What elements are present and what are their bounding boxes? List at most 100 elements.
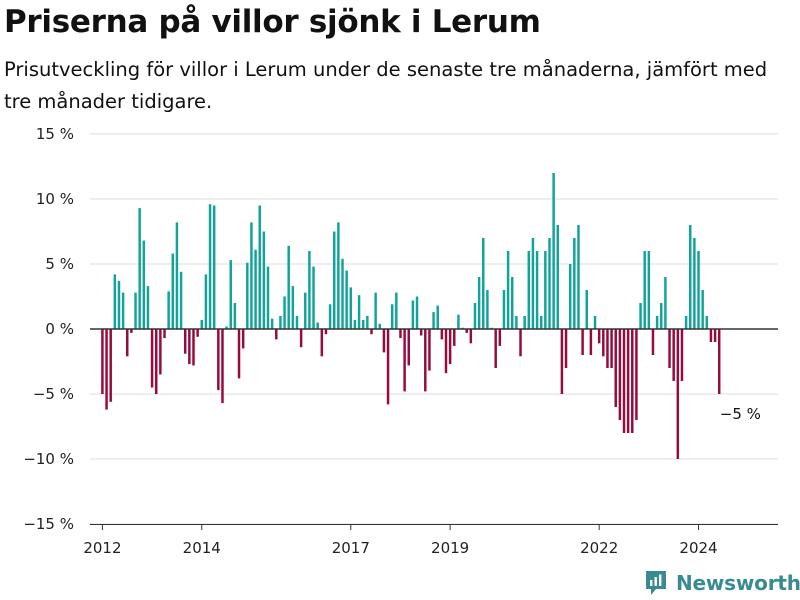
data-bar xyxy=(308,251,311,329)
data-bar xyxy=(237,329,241,379)
axes: −15 % −10 % −5 % 0 % 5 % 10 % 15 % 2012 2014 2017… xyxy=(23,125,778,557)
data-bar xyxy=(689,225,692,329)
data-bar xyxy=(585,290,588,329)
data-bar xyxy=(403,329,406,392)
data-bar xyxy=(560,329,564,394)
data-bar xyxy=(113,274,117,329)
data-bar xyxy=(142,240,146,329)
data-bar xyxy=(361,319,365,329)
data-bar xyxy=(655,316,659,329)
data-bar xyxy=(713,329,717,342)
data-bar xyxy=(366,316,369,329)
data-bar xyxy=(697,251,700,329)
data-bar xyxy=(279,316,282,329)
y-tick-label: 0 % xyxy=(45,320,74,338)
data-bar xyxy=(469,329,473,344)
data-bar xyxy=(395,292,398,329)
data-bar xyxy=(618,329,622,420)
data-bar xyxy=(651,329,655,355)
data-bar xyxy=(324,329,328,335)
x-tick-label: 2019 xyxy=(431,539,469,557)
data-bar xyxy=(105,329,108,410)
data-bar xyxy=(270,318,274,329)
data-bar xyxy=(684,316,688,329)
data-bar xyxy=(643,251,646,329)
data-bar xyxy=(436,305,439,329)
data-bar xyxy=(432,312,435,329)
data-bar xyxy=(494,329,497,368)
data-bar xyxy=(332,231,336,329)
data-bar xyxy=(498,329,502,346)
y-tick-label: 10 % xyxy=(36,190,74,208)
data-bar xyxy=(610,329,613,368)
data-bar xyxy=(353,319,357,329)
data-bar xyxy=(527,251,531,329)
chart-subtitle: Prisutveckling för villor i Lerum under … xyxy=(4,58,768,113)
data-bar xyxy=(320,329,324,357)
data-bar xyxy=(246,262,249,329)
data-bar xyxy=(639,303,642,329)
data-bar xyxy=(523,316,526,329)
data-bar xyxy=(519,329,522,357)
data-bar xyxy=(531,238,535,329)
data-bar xyxy=(457,314,460,329)
data-bar xyxy=(568,264,572,329)
data-bar xyxy=(134,292,137,329)
data-bar xyxy=(283,296,286,329)
data-bar xyxy=(179,271,183,329)
data-bar xyxy=(428,329,431,371)
data-bar xyxy=(424,329,427,392)
data-bar xyxy=(241,329,245,349)
data-bar xyxy=(602,329,605,357)
data-bar xyxy=(212,205,216,329)
data-bar xyxy=(295,316,299,329)
data-bar xyxy=(539,316,543,329)
data-bar xyxy=(258,205,261,329)
data-bar xyxy=(374,292,377,329)
data-bar xyxy=(415,296,419,329)
data-bar xyxy=(577,225,580,329)
data-bar xyxy=(573,238,576,329)
data-bar xyxy=(328,304,332,329)
data-bar xyxy=(440,329,444,340)
data-bar xyxy=(341,258,344,329)
newsworthy-logo-icon xyxy=(646,571,666,595)
data-bar xyxy=(701,290,704,329)
data-bar xyxy=(614,329,617,407)
data-bar xyxy=(626,329,630,433)
data-bar xyxy=(345,270,348,329)
data-bar xyxy=(196,329,199,337)
data-bar xyxy=(217,329,220,391)
data-bar xyxy=(407,329,410,366)
data-bar xyxy=(370,329,373,335)
data-bar xyxy=(254,249,257,329)
data-bar xyxy=(299,329,303,348)
y-tick-label: −5 % xyxy=(33,385,74,403)
data-bar xyxy=(647,251,651,329)
data-bar xyxy=(262,231,266,329)
data-bar xyxy=(709,329,713,342)
data-bar xyxy=(635,329,638,420)
data-bar xyxy=(544,251,547,329)
data-bar xyxy=(453,329,456,346)
data-bar xyxy=(163,329,166,339)
data-bar xyxy=(486,290,489,329)
data-bar xyxy=(200,319,204,329)
data-bar xyxy=(556,225,560,329)
data-bar xyxy=(448,329,452,365)
data-bar xyxy=(192,329,195,366)
data-bar xyxy=(482,238,485,329)
data-bar xyxy=(511,277,514,329)
data-bar xyxy=(597,329,601,344)
data-bar xyxy=(337,222,340,329)
data-bar xyxy=(593,316,597,329)
x-tick-label: 2022 xyxy=(580,539,618,557)
data-bar xyxy=(399,329,402,339)
y-tick-label: 5 % xyxy=(45,255,74,273)
chart-title: Priserna på villor sjönk i Lerum xyxy=(4,4,541,40)
data-bar xyxy=(204,274,208,329)
data-bar xyxy=(622,329,626,433)
data-bar xyxy=(660,303,663,329)
data-bar xyxy=(188,329,191,365)
data-bar xyxy=(386,329,390,405)
